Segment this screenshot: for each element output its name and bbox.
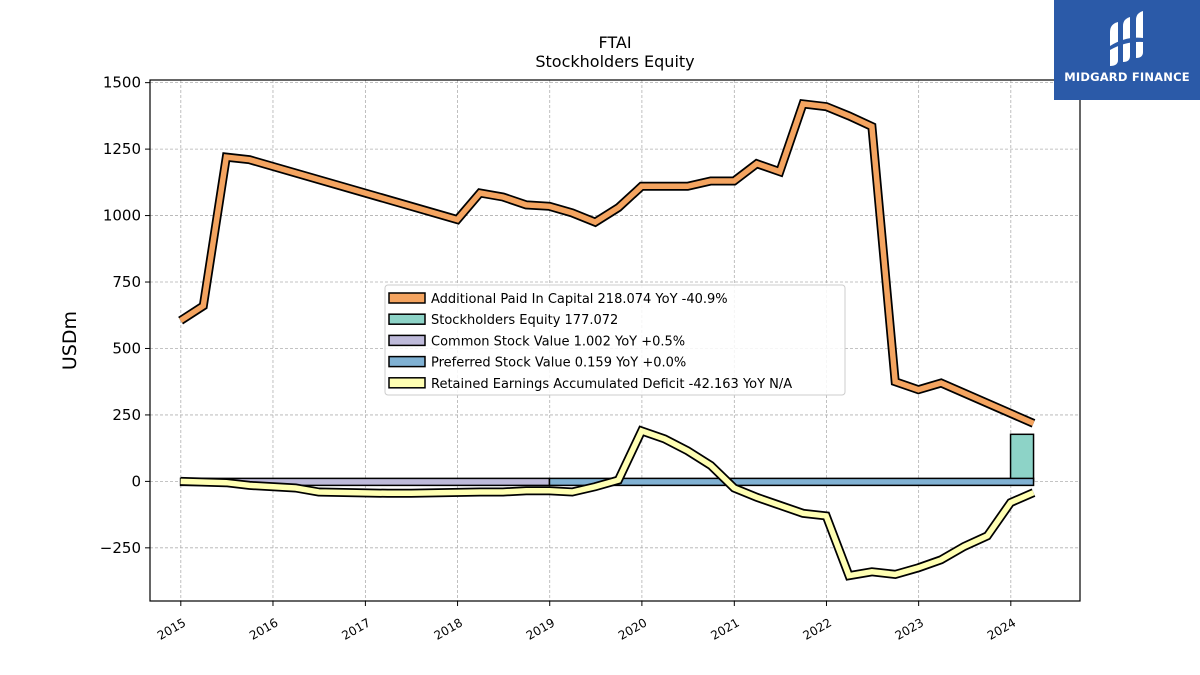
x-tick-label: 2016 — [247, 615, 280, 642]
x-tick-label: 2022 — [801, 615, 834, 642]
legend-label: Common Stock Value 1.002 YoY +0.5% — [431, 334, 685, 349]
legend-label: Stockholders Equity 177.072 — [431, 313, 618, 328]
y-tick-label: 750 — [112, 273, 141, 291]
y-tick-label: 250 — [112, 406, 141, 424]
y-tick-label: −250 — [100, 539, 141, 557]
line-retained-earnings-accumulated-deficit — [180, 427, 1035, 579]
line-outline-retained-earnings-accumulated-deficit — [180, 425, 1036, 581]
legend-box — [384, 284, 846, 396]
legend-label: Preferred Stock Value 0.159 YoY +0.0% — [431, 356, 686, 371]
x-tick-label: 2017 — [339, 615, 372, 642]
line-series-layer — [178, 99, 1036, 581]
legend-label: Additional Paid In Capital 218.074 YoY -… — [431, 292, 728, 307]
legend: Additional Paid In Capital 218.074 YoY -… — [384, 284, 846, 396]
logo-mark-icon — [1110, 11, 1143, 66]
x-tick-label: 2018 — [432, 615, 465, 642]
x-tick-label: 2020 — [616, 615, 649, 642]
y-tick-label: 1250 — [103, 140, 141, 158]
x-tick-label: 2023 — [893, 615, 926, 642]
line-additional-paid-in-capital — [179, 100, 1035, 426]
bar-series-layer — [179, 433, 1035, 487]
y-axis-label: USDm — [59, 311, 81, 370]
chart-title: FTAI — [598, 33, 632, 52]
y-tick-label: 500 — [112, 339, 141, 357]
y-tick-label: 0 — [131, 472, 141, 490]
legend-swatch — [388, 313, 426, 325]
logo-text: MIDGARD FINANCE — [1064, 70, 1190, 84]
x-tick-label: 2019 — [524, 615, 557, 642]
x-tick-label: 2021 — [708, 615, 741, 642]
legend-swatch — [388, 377, 426, 389]
x-tick-label: 2015 — [155, 615, 188, 642]
y-tick-label: 1500 — [103, 74, 141, 92]
x-axis-ticks: 2015 2016 2017 2018 2019 2020 2021 2022 2023 2024 — [155, 601, 1018, 643]
legend-label: Retained Earnings Accumulated Deficit -4… — [431, 377, 792, 392]
legend-swatch — [388, 334, 426, 347]
chart-subtitle: Stockholders Equity — [535, 52, 695, 71]
bar-stockholders-equity — [1009, 433, 1035, 483]
plot-frame — [149, 79, 1081, 602]
y-axis-ticks: 1500 1250 1000 750 500 250 0 −250 — [100, 74, 150, 557]
bar-preferred-stock-value — [548, 477, 1035, 487]
y-tick-label: 1000 — [103, 207, 141, 225]
legend-swatch — [388, 292, 426, 304]
legend-swatch — [388, 355, 426, 368]
brand-logo: MIDGARD FINANCE — [1054, 0, 1200, 100]
x-tick-label: 2024 — [985, 615, 1018, 642]
